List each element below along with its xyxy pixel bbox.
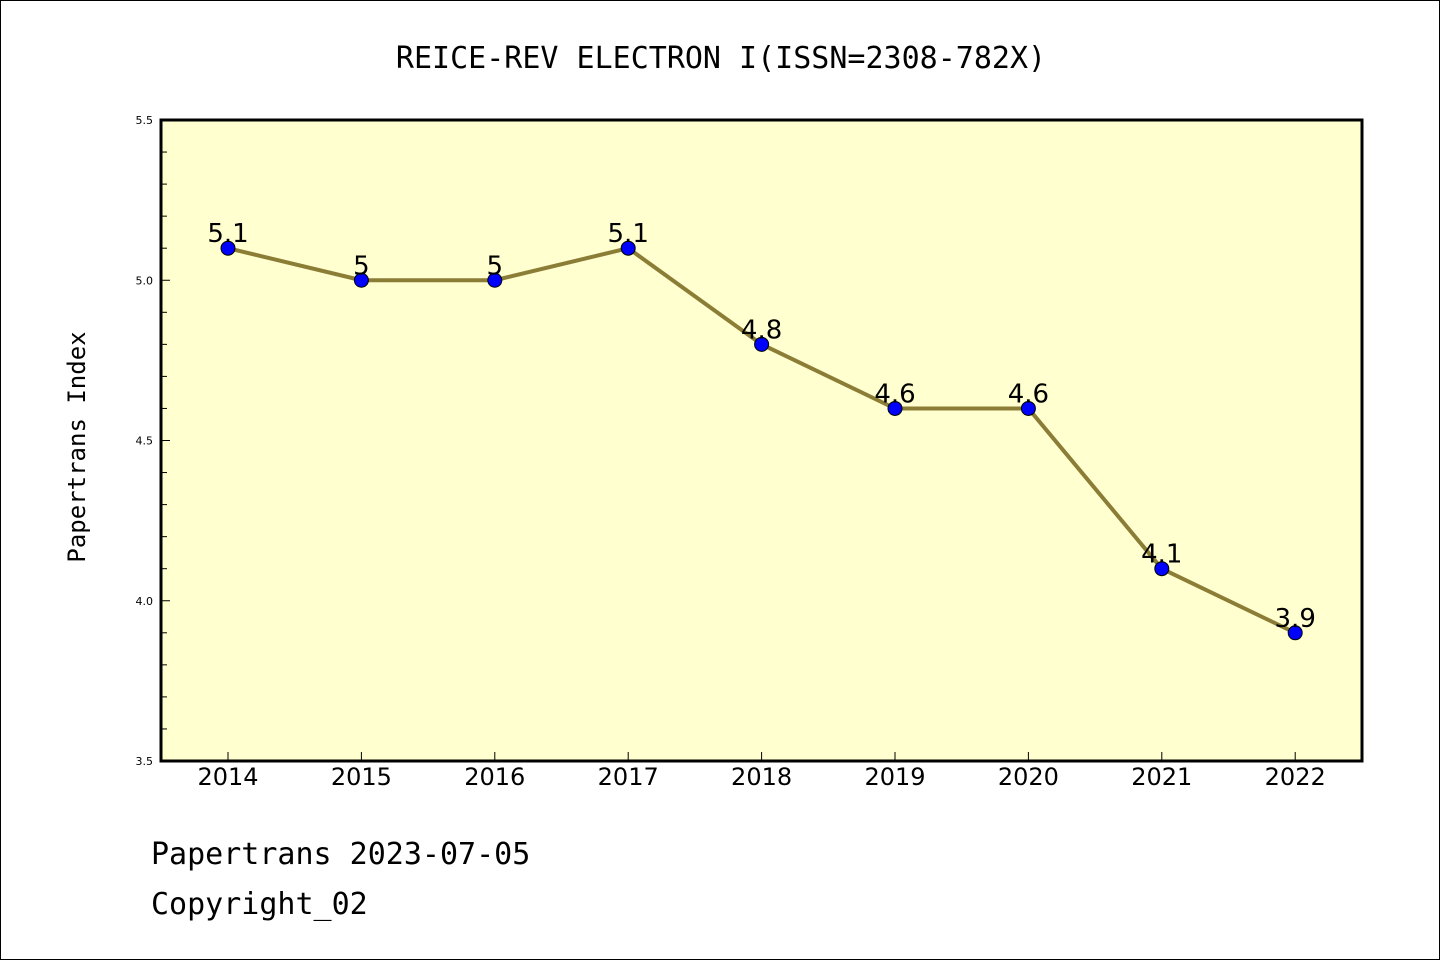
x-tick-label: 2020 xyxy=(998,763,1059,791)
data-point-marker xyxy=(220,240,236,256)
data-point-marker xyxy=(620,240,636,256)
data-point-marker xyxy=(487,272,503,288)
x-tick-label: 2018 xyxy=(731,763,792,791)
data-point-marker xyxy=(887,400,903,416)
data-point-marker xyxy=(1020,400,1036,416)
x-tick-label: 2015 xyxy=(331,763,392,791)
data-point-label: 4.6 xyxy=(874,379,915,409)
y-tick-label: 5.5 xyxy=(136,114,154,127)
footer-date-text: Papertrans 2023-07-05 xyxy=(151,837,530,872)
data-point-label: 5 xyxy=(353,251,370,281)
y-tick-label: 4.5 xyxy=(136,435,154,448)
y-tick-label: 4.0 xyxy=(136,595,154,608)
y-axis: 3.5 4.0 4.5 5.0 5.5 xyxy=(136,114,170,768)
data-point-marker xyxy=(754,336,770,352)
y-tick-label: 5.0 xyxy=(136,274,154,287)
y-axis-label: Papertrans Index xyxy=(63,331,91,562)
x-tick-label: 2021 xyxy=(1131,763,1192,791)
data-labels: 5.1 5 5 5.1 4.8 4.6 4.6 4.1 3.9 xyxy=(207,219,1316,634)
x-tick-label: 2019 xyxy=(864,763,925,791)
y-tick-label: 3.5 xyxy=(136,755,154,768)
data-point-label: 3.9 xyxy=(1275,604,1316,634)
plot-area xyxy=(159,118,1364,763)
data-point-label: 5 xyxy=(487,251,504,281)
data-point-label: 4.6 xyxy=(1008,379,1049,409)
data-point-label: 5.1 xyxy=(207,219,248,249)
data-point-label: 4.1 xyxy=(1141,540,1182,570)
footer-copyright-text: Copyright_02 xyxy=(151,887,368,922)
x-axis: 2014 2015 2016 2017 2018 2019 2020 2021 2022 xyxy=(197,752,1326,791)
x-tick-label: 2017 xyxy=(598,763,659,791)
x-tick-label: 2016 xyxy=(464,763,525,791)
x-tick-label: 2022 xyxy=(1265,763,1326,791)
data-point-label: 5.1 xyxy=(608,219,649,249)
data-point-marker xyxy=(1287,625,1303,641)
x-tick-label: 2014 xyxy=(197,763,258,791)
chart-title: REICE-REV ELECTRON I(ISSN=2308-782X) xyxy=(396,41,1046,76)
data-point-marker xyxy=(353,272,369,288)
series-markers xyxy=(220,240,1303,641)
data-point-label: 4.8 xyxy=(741,315,782,345)
data-point-marker xyxy=(1154,561,1170,577)
